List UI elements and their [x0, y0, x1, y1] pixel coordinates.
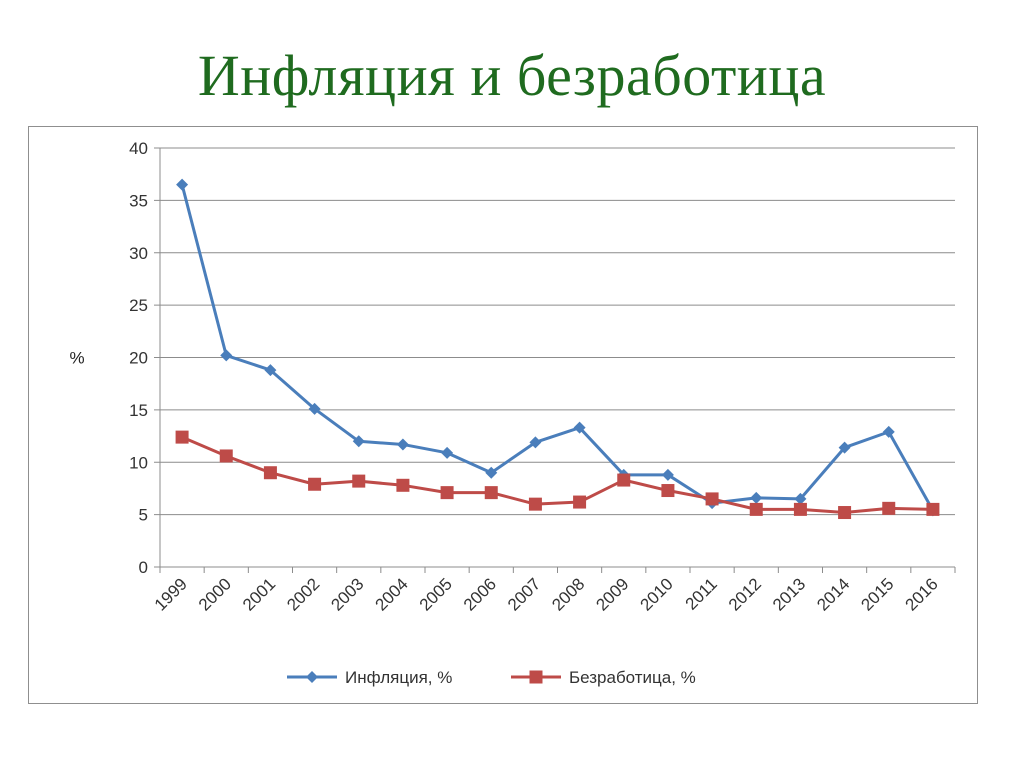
data-point — [661, 484, 675, 498]
data-point — [529, 670, 543, 684]
data-point — [485, 466, 498, 479]
x-tick-label: 2007 — [504, 574, 544, 614]
x-tick-label: 2010 — [637, 574, 677, 614]
data-point — [308, 477, 322, 491]
legend-label: Инфляция, % — [345, 668, 452, 687]
y-tick-label: 5 — [139, 506, 148, 525]
legend-entry: Безработица, % — [511, 668, 696, 687]
data-point — [750, 491, 763, 504]
data-point — [926, 502, 940, 516]
data-point — [396, 438, 409, 451]
data-point — [838, 441, 851, 454]
y-tick-label: 0 — [139, 558, 148, 577]
data-point — [793, 502, 807, 516]
legend: Инфляция, % Безработица, % — [287, 668, 696, 687]
x-tick-label: 2016 — [902, 574, 942, 614]
x-tick-label: 2004 — [372, 574, 412, 614]
y-tick-label: 10 — [129, 453, 148, 472]
data-point — [175, 430, 189, 444]
data-point — [306, 671, 318, 683]
data-point — [749, 502, 763, 516]
x-tick-label: 2014 — [813, 574, 853, 614]
y-tick-label: 25 — [129, 296, 148, 315]
data-point — [529, 436, 542, 449]
x-tick-label: 2005 — [416, 574, 456, 614]
x-tick-label: 2003 — [327, 574, 367, 614]
data-point — [661, 468, 674, 481]
data-point — [882, 501, 896, 515]
chart-frame: 0 5 10 15 20 25 30 35 40 1999 2000 2001 2002 2003 200… — [28, 126, 978, 704]
series-line — [181, 435, 933, 515]
data-point — [617, 473, 631, 487]
x-tick-labels: 1999 2000 2001 2002 2003 2004 2005 2006 2007 2008… — [151, 574, 942, 614]
y-tick-label: 15 — [129, 401, 148, 420]
data-point — [441, 446, 454, 459]
series-line — [180, 184, 935, 512]
data-point — [484, 486, 498, 500]
data-point — [573, 495, 587, 509]
x-tick-label: 2008 — [548, 574, 588, 614]
data-point — [528, 497, 542, 511]
data-point — [308, 402, 321, 415]
legend-entry: Инфляция, % — [287, 668, 452, 687]
data-point — [440, 486, 454, 500]
y-tick-label: 20 — [129, 349, 148, 368]
x-tick-label: 2006 — [460, 574, 500, 614]
data-point — [263, 466, 277, 480]
y-tick-labels: 0 5 10 15 20 25 30 35 40 — [129, 139, 148, 577]
axes — [154, 147, 956, 573]
data-point — [838, 506, 852, 520]
series-2 — [175, 430, 940, 520]
data-point — [219, 449, 233, 463]
y-axis-label: % — [69, 349, 84, 368]
data-point — [352, 474, 366, 488]
series-1 — [176, 178, 939, 517]
y-tick-label: 35 — [129, 191, 148, 210]
x-tick-label: 2015 — [857, 574, 897, 614]
data-point — [352, 435, 365, 448]
x-tick-label: 2009 — [592, 574, 632, 614]
legend-label: Безработица, % — [569, 668, 696, 687]
data-point — [264, 364, 277, 377]
data-point — [794, 492, 807, 505]
series — [175, 178, 940, 520]
x-tick-label: 2011 — [682, 574, 721, 613]
grid-lines — [160, 147, 955, 516]
y-tick-label: 30 — [129, 244, 148, 263]
slide-title: Инфляция и безработица — [197, 43, 827, 108]
x-tick-label: 2001 — [239, 574, 279, 614]
data-point — [882, 425, 895, 438]
x-tick-label: 2002 — [283, 574, 323, 614]
data-point — [176, 178, 189, 191]
data-point — [396, 478, 410, 492]
data-point — [705, 492, 719, 506]
x-tick-label: 2000 — [195, 574, 235, 614]
x-tick-label: 2013 — [769, 574, 809, 614]
data-point — [573, 421, 586, 434]
x-tick-label: 2012 — [725, 574, 765, 614]
data-point — [220, 349, 233, 362]
y-tick-label: 40 — [129, 139, 148, 158]
x-tick-label: 1999 — [151, 574, 191, 614]
